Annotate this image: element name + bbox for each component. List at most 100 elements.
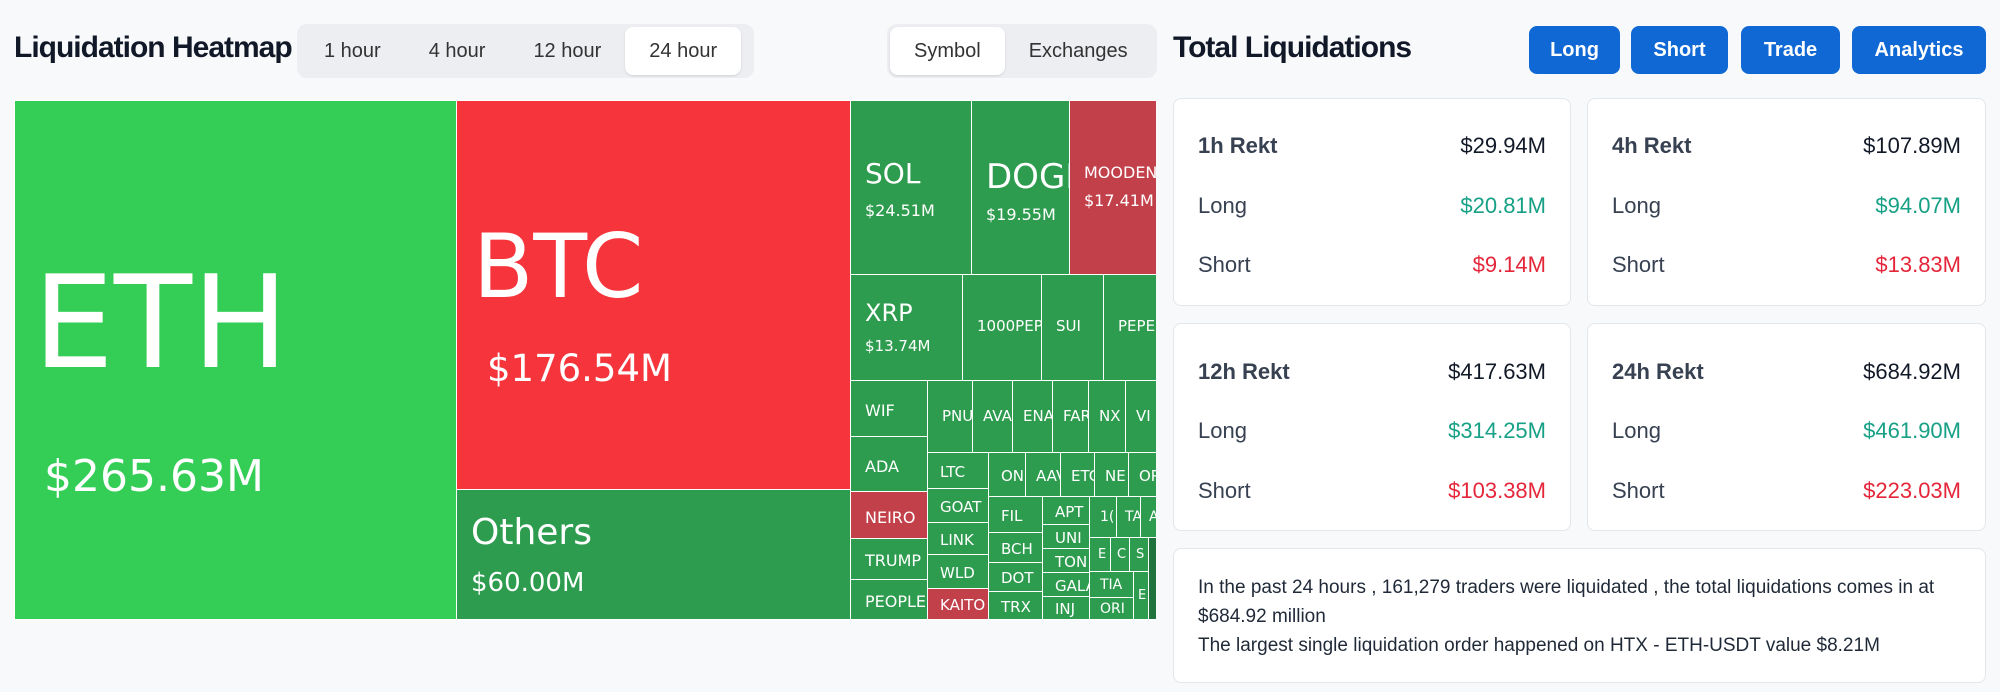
heatmap-tile-c[interactable]: C xyxy=(1110,537,1130,572)
tile-symbol: ORI xyxy=(1100,601,1125,617)
analytics-button[interactable]: Analytics xyxy=(1852,26,1986,74)
heatmap-tile-apt[interactable]: APT xyxy=(1042,496,1090,525)
tile-value: $13.74M xyxy=(865,337,931,355)
heatmap-tile-ori[interactable]: ORI xyxy=(1089,597,1134,620)
tile-symbol: PEPE xyxy=(1118,317,1156,335)
tab-exchanges[interactable]: Exchanges xyxy=(1028,40,1128,62)
heatmap-tile-link[interactable]: LINK xyxy=(927,522,989,555)
heatmap-tile-trx[interactable]: TRX xyxy=(988,591,1043,620)
tile-symbol: FIL xyxy=(1001,507,1023,525)
card-short-value: $9.14M xyxy=(1472,252,1546,277)
short-button[interactable]: Short xyxy=(1631,26,1728,74)
heatmap-tile-kaito[interactable]: KAITO xyxy=(927,588,989,620)
heatmap-tile-sol[interactable]: SOL $24.51M xyxy=(850,100,972,275)
tile-symbol: GALA xyxy=(1055,577,1089,595)
heatmap-tile-wld[interactable]: WLD xyxy=(927,554,989,589)
tile-symbol: NEIRO xyxy=(865,508,916,527)
card-period: 24h Rekt xyxy=(1612,359,1704,384)
tile-symbol: BCH xyxy=(1001,540,1033,558)
summary-text-total: In the past 24 hours , 161,279 traders w… xyxy=(1198,577,1935,627)
liquidation-summary: In the past 24 hours , 161,279 traders w… xyxy=(1173,548,1986,683)
card-long-value: $20.81M xyxy=(1460,193,1546,218)
tile-symbol: TON xyxy=(1055,553,1088,571)
heatmap-tile-op[interactable]: OP xyxy=(1128,452,1156,497)
tile-symbol: ONDO xyxy=(1001,467,1025,485)
tab-1-hour[interactable]: 1 hour xyxy=(324,40,381,62)
heatmap-tile-inj[interactable]: INJ xyxy=(1042,596,1090,620)
heatmap-tile-etc[interactable]: ETC xyxy=(1060,452,1095,497)
heatmap-tile-btc[interactable]: BTC $176.54M xyxy=(456,100,851,490)
tile-symbol: VI xyxy=(1136,407,1151,425)
card-period: 1h Rekt xyxy=(1198,133,1278,158)
card-long-value: $461.90M xyxy=(1863,418,1961,443)
heatmap-tile-ne[interactable]: NE xyxy=(1094,452,1129,497)
heatmap-tile-ada[interactable]: ADA xyxy=(850,436,928,492)
heatmap-tile-aave[interactable]: AAVE xyxy=(1025,452,1061,497)
heatmap-tile-bch[interactable]: BCH xyxy=(988,532,1043,563)
heatmap-tile-tia[interactable]: TIA xyxy=(1089,571,1134,598)
tile-symbol: DOGE xyxy=(986,157,1069,197)
heatmap-tile-1000pepe[interactable]: 1000PEPE xyxy=(962,274,1042,381)
heatmap-tile-sui[interactable]: SUI xyxy=(1041,274,1104,381)
heatmap-tile-fartcoin[interactable]: FARTCOIN xyxy=(1052,380,1089,453)
heatmap-tile-e[interactable]: E xyxy=(1089,537,1111,572)
heatmap-tile-vi[interactable]: VI xyxy=(1125,380,1156,453)
heatmap-tile-pepe[interactable]: PEPE xyxy=(1103,274,1156,381)
heatmap-tile-neiro[interactable]: NEIRO xyxy=(850,491,928,539)
tile-symbol: TRX xyxy=(1001,598,1031,616)
heatmap-tile-1[interactable]: 1( xyxy=(1089,496,1117,538)
tab-12-hour[interactable]: 12 hour xyxy=(533,40,602,62)
heatmap-tile-a[interactable]: A xyxy=(1140,496,1156,538)
heatmap-tile-pnut[interactable]: PNUT xyxy=(927,380,973,453)
heatmap-tile-ena[interactable]: ENA xyxy=(1012,380,1053,453)
tile-value: $60.00M xyxy=(471,568,585,598)
heatmap-tile-goat[interactable]: GOAT xyxy=(927,488,989,523)
card-total: $29.94M xyxy=(1460,133,1546,158)
heatmap-tile-s[interactable]: S xyxy=(1129,537,1149,572)
tile-symbol: KAITO xyxy=(940,596,986,614)
tile-value: $24.51M xyxy=(865,201,935,220)
heatmap-tile-uni[interactable]: UNI xyxy=(1042,524,1090,549)
summary-text-largest: The largest single liquidation order hap… xyxy=(1198,635,1880,656)
tile-symbol: GOAT xyxy=(940,498,982,516)
tile-symbol: NX xyxy=(1099,407,1121,425)
heatmap-tile-misc[interactable] xyxy=(1148,537,1156,620)
tile-symbol: SOL xyxy=(865,157,921,190)
card-short-value: $13.83M xyxy=(1875,252,1961,277)
heatmap-tile-fil[interactable]: FIL xyxy=(988,496,1043,533)
heatmap-tile-wif[interactable]: WIF xyxy=(850,380,928,437)
heatmap-tile-doge[interactable]: DOGE $19.55M xyxy=(971,100,1070,275)
heatmap-tile-gala[interactable]: GALA xyxy=(1042,572,1090,597)
heatmap-tile-people[interactable]: PEOPLE xyxy=(850,579,928,620)
liquidation-heatmap: ETH $265.63M BTC $176.54M Others $60.00M… xyxy=(14,100,1156,620)
tile-symbol: APT xyxy=(1055,503,1084,521)
heatmap-tile-xrp[interactable]: XRP $13.74M xyxy=(850,274,963,381)
heatmap-tile-ondo[interactable]: ONDO xyxy=(988,452,1026,497)
heatmap-tile-trump[interactable]: TRUMP xyxy=(850,538,928,580)
heatmap-tile-ton[interactable]: TON xyxy=(1042,548,1090,573)
heatmap-tile-moodeng[interactable]: MOODENG $17.41M xyxy=(1069,100,1156,275)
card-period: 12h Rekt xyxy=(1198,359,1290,384)
heatmap-tile-e2[interactable]: E xyxy=(1133,571,1149,620)
long-button[interactable]: Long xyxy=(1529,26,1620,74)
card-total: $107.89M xyxy=(1863,133,1961,158)
heatmap-tile-others[interactable]: Others $60.00M xyxy=(456,489,851,620)
tab-symbol[interactable]: Symbol xyxy=(890,27,1005,75)
heatmap-tile-ta[interactable]: TA xyxy=(1116,496,1141,538)
tab-4-hour[interactable]: 4 hour xyxy=(428,40,486,62)
tile-symbol: ETH xyxy=(33,249,289,398)
trade-button[interactable]: Trade xyxy=(1741,26,1840,74)
heatmap-tile-nx[interactable]: NX xyxy=(1088,380,1126,453)
tile-symbol: LTC xyxy=(940,463,966,481)
tile-symbol: UNI xyxy=(1055,529,1082,547)
heatmap-tile-dot[interactable]: DOT xyxy=(988,562,1043,592)
rekt-card-1h: 1h Rekt $29.94M Long $20.81M Short $9.14M xyxy=(1173,98,1571,306)
rekt-card-24h: 24h Rekt $684.92M Long $461.90M Short $223.… xyxy=(1587,323,1986,531)
tile-symbol: 1000PEPE xyxy=(977,317,1042,335)
group-by-tabs: Symbol Exchanges xyxy=(887,24,1157,78)
heatmap-tile-avax[interactable]: AVAX xyxy=(972,380,1013,453)
card-long-label: Long xyxy=(1612,193,1661,218)
heatmap-tile-ltc[interactable]: LTC xyxy=(927,452,989,489)
heatmap-tile-eth[interactable]: ETH $265.63M xyxy=(14,100,457,620)
tab-24-hour[interactable]: 24 hour xyxy=(625,27,742,75)
